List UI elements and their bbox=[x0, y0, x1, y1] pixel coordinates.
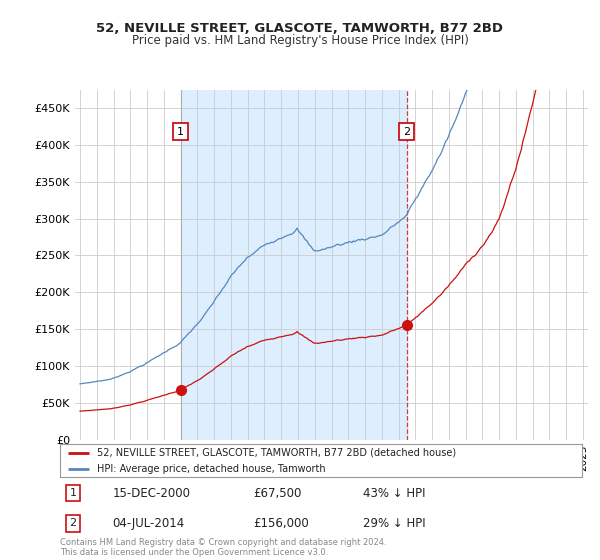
Text: 1: 1 bbox=[70, 488, 77, 498]
Text: 29% ↓ HPI: 29% ↓ HPI bbox=[363, 517, 425, 530]
Text: £156,000: £156,000 bbox=[253, 517, 309, 530]
Text: 2: 2 bbox=[403, 127, 410, 137]
Text: 43% ↓ HPI: 43% ↓ HPI bbox=[363, 487, 425, 500]
Text: £67,500: £67,500 bbox=[253, 487, 302, 500]
Text: 52, NEVILLE STREET, GLASCOTE, TAMWORTH, B77 2BD: 52, NEVILLE STREET, GLASCOTE, TAMWORTH, … bbox=[97, 22, 503, 35]
Text: HPI: Average price, detached house, Tamworth: HPI: Average price, detached house, Tamw… bbox=[97, 464, 325, 474]
Text: 04-JUL-2014: 04-JUL-2014 bbox=[112, 517, 184, 530]
Bar bbox=[181, 90, 407, 440]
Text: Price paid vs. HM Land Registry's House Price Index (HPI): Price paid vs. HM Land Registry's House … bbox=[131, 34, 469, 46]
Text: 2: 2 bbox=[70, 519, 77, 528]
Text: 1: 1 bbox=[177, 127, 184, 137]
Text: Contains HM Land Registry data © Crown copyright and database right 2024.
This d: Contains HM Land Registry data © Crown c… bbox=[60, 538, 386, 557]
Text: 15-DEC-2000: 15-DEC-2000 bbox=[112, 487, 190, 500]
Text: 52, NEVILLE STREET, GLASCOTE, TAMWORTH, B77 2BD (detached house): 52, NEVILLE STREET, GLASCOTE, TAMWORTH, … bbox=[97, 447, 455, 458]
